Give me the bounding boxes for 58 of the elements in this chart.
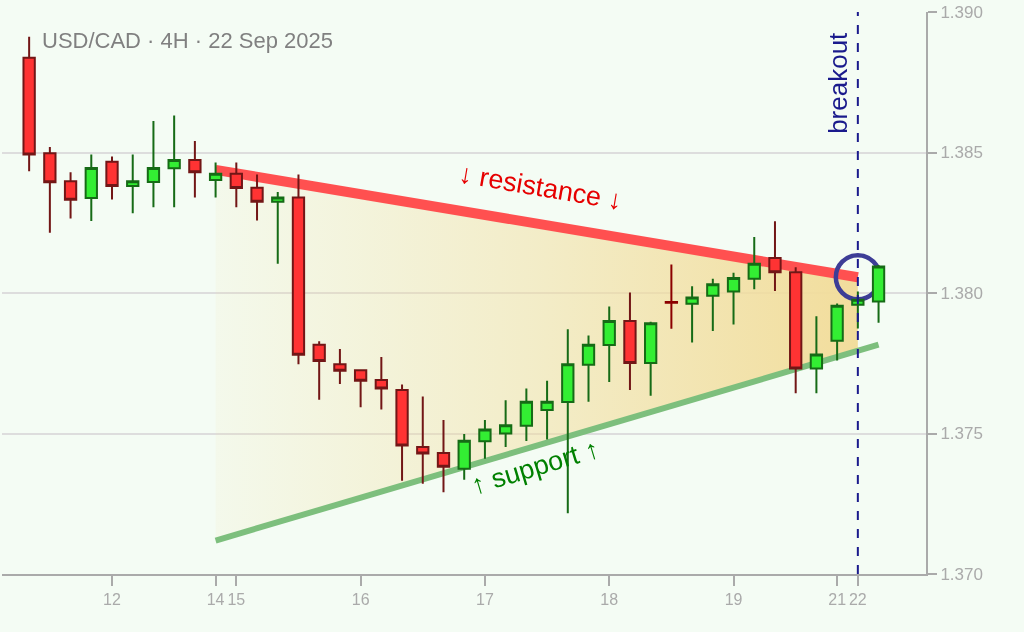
candlestick [830, 302, 844, 362]
x-tick-label: 12 [103, 591, 122, 609]
candlestick [789, 266, 803, 395]
x-tick-label: 22 [848, 591, 867, 609]
x-tick-label: 16 [351, 591, 370, 609]
candlestick [809, 315, 824, 395]
candlestick [353, 368, 368, 409]
candlestick [105, 155, 119, 201]
x-tick-label: 17 [476, 591, 494, 609]
candlestick [374, 356, 388, 411]
ref-line-label: breakout [822, 31, 853, 134]
candlestick [250, 173, 264, 222]
candlestick [768, 220, 782, 293]
candlestick [519, 387, 534, 443]
candlestick [540, 379, 554, 441]
candlestick [726, 271, 741, 326]
candlestick [63, 171, 78, 220]
candlestick [602, 305, 616, 384]
candlestick [188, 139, 202, 199]
y-tick-label: 1.390 [940, 2, 983, 22]
candlestick [84, 153, 98, 223]
x-tick-label: 15 [227, 591, 246, 609]
x-tick-label: 18 [600, 591, 619, 609]
candlestick [664, 263, 679, 330]
y-tick-label: 1.385 [940, 143, 983, 163]
candlestick [146, 120, 161, 209]
candlestick [126, 153, 140, 215]
candlestick [208, 161, 223, 199]
candlestick [747, 236, 761, 291]
candlestick [416, 395, 430, 485]
candlestick [871, 263, 886, 324]
candlestick [43, 145, 57, 234]
candlestick [395, 383, 409, 482]
x-tick-label: 21 [828, 591, 847, 609]
candlestick [581, 334, 596, 403]
y-tick-label: 1.375 [940, 424, 983, 444]
candlestick [623, 291, 637, 391]
annotation: ↓ resistance ↓ [456, 158, 625, 216]
text: USD/CAD · 4H · 22 Sep 2025 [42, 27, 334, 53]
candlestick [478, 419, 492, 460]
candlestick [333, 347, 347, 386]
candlestick [457, 433, 471, 481]
candlestick [706, 277, 720, 332]
candlestick [22, 35, 36, 173]
x-tick-label: 19 [724, 591, 743, 609]
candlestick [498, 399, 513, 448]
annotation: ↑ support ↑ [467, 433, 603, 501]
y-tick-label: 1.370 [940, 564, 983, 584]
candlestick [312, 340, 326, 401]
x-tick-label: 14 [206, 591, 225, 609]
candlestick [271, 191, 285, 265]
candlestick [167, 114, 181, 209]
candlestick [644, 320, 658, 397]
candlestick [291, 173, 306, 366]
candlestick [229, 161, 243, 209]
candlestick [685, 285, 699, 344]
candlestick [436, 419, 451, 494]
y-tick-label: 1.380 [940, 283, 983, 303]
